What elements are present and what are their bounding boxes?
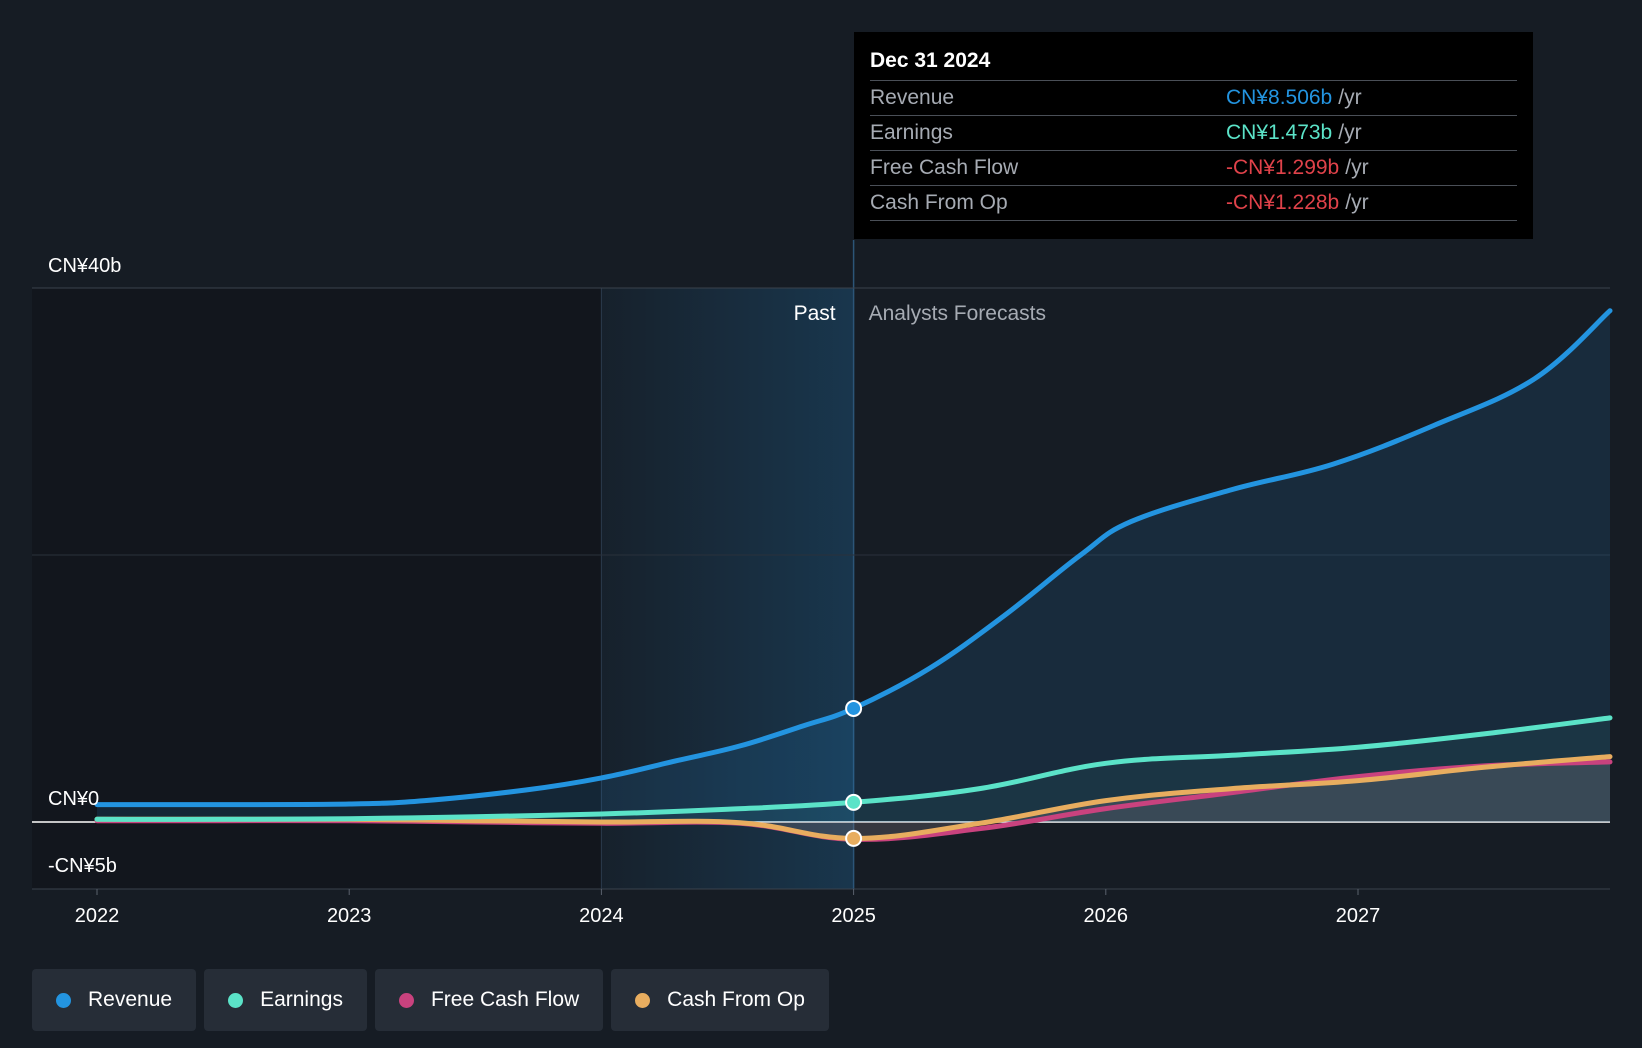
x-tick-label: 2024 bbox=[579, 905, 624, 927]
tooltip-row-cash-from-op: Cash From Op -CN¥1.228b /yr bbox=[870, 186, 1517, 221]
tooltip-unit: /yr bbox=[1338, 121, 1362, 144]
tooltip-value: CN¥1.473b bbox=[1226, 121, 1333, 144]
tooltip-value: CN¥8.506b bbox=[1226, 86, 1333, 109]
tooltip-row-revenue: Revenue CN¥8.506b /yr bbox=[870, 81, 1517, 116]
x-tick-label: 2023 bbox=[327, 905, 372, 927]
legend: Revenue Earnings Free Cash Flow Cash Fro… bbox=[32, 969, 829, 1031]
series-line-revenue bbox=[94, 308, 1613, 808]
past-highlight-band bbox=[601, 288, 854, 889]
legend-item-cash-from-op[interactable]: Cash From Op bbox=[611, 969, 829, 1031]
tooltip-label: Revenue bbox=[870, 86, 955, 109]
tooltip-unit: /yr bbox=[1338, 86, 1362, 109]
tooltip-value: -CN¥1.228b bbox=[1226, 191, 1340, 214]
data-point-revenue bbox=[845, 699, 863, 717]
revenue-area bbox=[97, 310, 1610, 822]
tooltip-unit: /yr bbox=[1345, 156, 1369, 179]
legend-item-free-cash-flow[interactable]: Free Cash Flow bbox=[374, 969, 604, 1031]
x-tick-label: 2026 bbox=[1084, 905, 1129, 927]
legend-label: Earnings bbox=[260, 988, 343, 1011]
legend-dot-icon bbox=[228, 992, 244, 1008]
tooltip-value: -CN¥1.299b bbox=[1226, 156, 1340, 179]
legend-item-revenue[interactable]: Revenue bbox=[32, 969, 197, 1031]
y-tick-label: CN¥0 bbox=[48, 788, 99, 810]
tooltip: Dec 31 2024 Revenue CN¥8.506b /yr Earnin… bbox=[854, 32, 1533, 239]
data-point-cash-from-op bbox=[845, 829, 863, 847]
legend-dot-icon bbox=[56, 992, 71, 1008]
forecast-label: Analysts Forecasts bbox=[869, 302, 1046, 325]
data-point-earnings bbox=[845, 793, 863, 811]
legend-label: Revenue bbox=[88, 988, 173, 1011]
cash-area bbox=[97, 756, 1610, 839]
legend-label: Free Cash Flow bbox=[430, 988, 580, 1011]
tooltip-row-earnings: Earnings CN¥1.473b /yr bbox=[870, 116, 1517, 151]
y-tick-label: -CN¥5b bbox=[48, 855, 117, 877]
past-label: Past bbox=[794, 302, 836, 325]
tooltip-row-free-cash-flow: Free Cash Flow -CN¥1.299b /yr bbox=[870, 151, 1517, 186]
tooltip-label: Earnings bbox=[870, 121, 953, 144]
legend-label: Cash From Op bbox=[667, 988, 805, 1011]
x-tick-label: 2027 bbox=[1336, 905, 1381, 927]
legend-dot-icon bbox=[398, 992, 414, 1008]
earnings-area bbox=[97, 717, 1610, 822]
past-background bbox=[32, 288, 602, 889]
legend-item-earnings[interactable]: Earnings bbox=[204, 969, 367, 1031]
tooltip-label: Free Cash Flow bbox=[870, 156, 1019, 179]
y-tick-label: CN¥40b bbox=[48, 255, 121, 277]
tooltip-date: Dec 31 2024 bbox=[870, 46, 1517, 81]
tooltip-label: Cash From Op bbox=[870, 191, 1008, 214]
tooltip-unit: /yr bbox=[1345, 191, 1369, 214]
x-tick-label: 2025 bbox=[831, 905, 876, 927]
x-tick-label: 2022 bbox=[75, 905, 120, 927]
legend-dot-icon bbox=[635, 992, 651, 1008]
